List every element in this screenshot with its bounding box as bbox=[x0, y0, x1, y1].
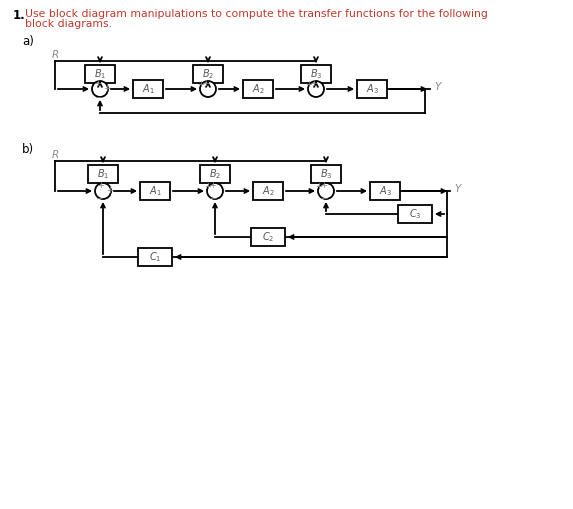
Text: +: + bbox=[210, 181, 217, 189]
FancyBboxPatch shape bbox=[85, 65, 115, 83]
Circle shape bbox=[95, 183, 111, 199]
Text: $C_1$: $C_1$ bbox=[149, 250, 161, 264]
Text: 1.: 1. bbox=[13, 9, 26, 22]
FancyBboxPatch shape bbox=[200, 165, 230, 183]
Text: $B_2$: $B_2$ bbox=[209, 167, 221, 181]
Text: $A_1$: $A_1$ bbox=[142, 82, 154, 96]
FancyBboxPatch shape bbox=[370, 182, 400, 200]
Text: +: + bbox=[107, 185, 113, 194]
FancyBboxPatch shape bbox=[140, 182, 170, 200]
FancyBboxPatch shape bbox=[301, 65, 331, 83]
FancyBboxPatch shape bbox=[357, 80, 387, 98]
FancyBboxPatch shape bbox=[311, 165, 341, 183]
Circle shape bbox=[318, 183, 334, 199]
Text: $B_3$: $B_3$ bbox=[320, 167, 332, 181]
Text: a): a) bbox=[22, 35, 34, 48]
Text: $A_1$: $A_1$ bbox=[148, 184, 162, 198]
Text: −: − bbox=[94, 93, 102, 101]
Text: $B_3$: $B_3$ bbox=[310, 67, 322, 81]
FancyBboxPatch shape bbox=[133, 80, 163, 98]
FancyBboxPatch shape bbox=[88, 165, 118, 183]
Text: +: + bbox=[316, 182, 323, 190]
FancyBboxPatch shape bbox=[398, 205, 432, 223]
FancyBboxPatch shape bbox=[253, 182, 283, 200]
Text: $A_3$: $A_3$ bbox=[366, 82, 379, 96]
Text: +: + bbox=[97, 181, 104, 189]
Text: $C_2$: $C_2$ bbox=[262, 230, 274, 244]
FancyBboxPatch shape bbox=[138, 248, 172, 266]
Text: +: + bbox=[320, 181, 328, 189]
Text: R: R bbox=[52, 150, 59, 160]
Text: +: + bbox=[305, 79, 312, 89]
Text: −: − bbox=[320, 193, 328, 203]
Text: $C_3$: $C_3$ bbox=[409, 207, 421, 221]
Text: $B_2$: $B_2$ bbox=[202, 67, 214, 81]
Text: Use block diagram manipulations to compute the transfer functions for the follow: Use block diagram manipulations to compu… bbox=[25, 9, 488, 19]
Text: Y: Y bbox=[454, 184, 460, 194]
Text: $A_2$: $A_2$ bbox=[252, 82, 264, 96]
Circle shape bbox=[308, 81, 324, 97]
Text: b): b) bbox=[22, 143, 34, 156]
Text: +: + bbox=[95, 78, 101, 88]
FancyBboxPatch shape bbox=[251, 228, 285, 246]
Text: −: − bbox=[95, 193, 103, 203]
Text: $B_1$: $B_1$ bbox=[94, 67, 106, 81]
FancyBboxPatch shape bbox=[193, 65, 223, 83]
Text: −: − bbox=[209, 193, 217, 203]
Text: +: + bbox=[205, 182, 211, 190]
Text: Y: Y bbox=[434, 82, 441, 92]
Circle shape bbox=[207, 183, 223, 199]
Text: +: + bbox=[198, 79, 205, 89]
Text: +: + bbox=[311, 78, 317, 88]
Text: +: + bbox=[104, 83, 111, 93]
Text: block diagrams.: block diagrams. bbox=[25, 19, 112, 29]
Text: R: R bbox=[52, 50, 59, 60]
Text: +: + bbox=[202, 78, 210, 88]
Text: $A_3$: $A_3$ bbox=[379, 184, 391, 198]
Text: $B_1$: $B_1$ bbox=[97, 167, 109, 181]
Circle shape bbox=[200, 81, 216, 97]
Circle shape bbox=[92, 81, 108, 97]
Text: $A_2$: $A_2$ bbox=[262, 184, 274, 198]
FancyBboxPatch shape bbox=[243, 80, 273, 98]
